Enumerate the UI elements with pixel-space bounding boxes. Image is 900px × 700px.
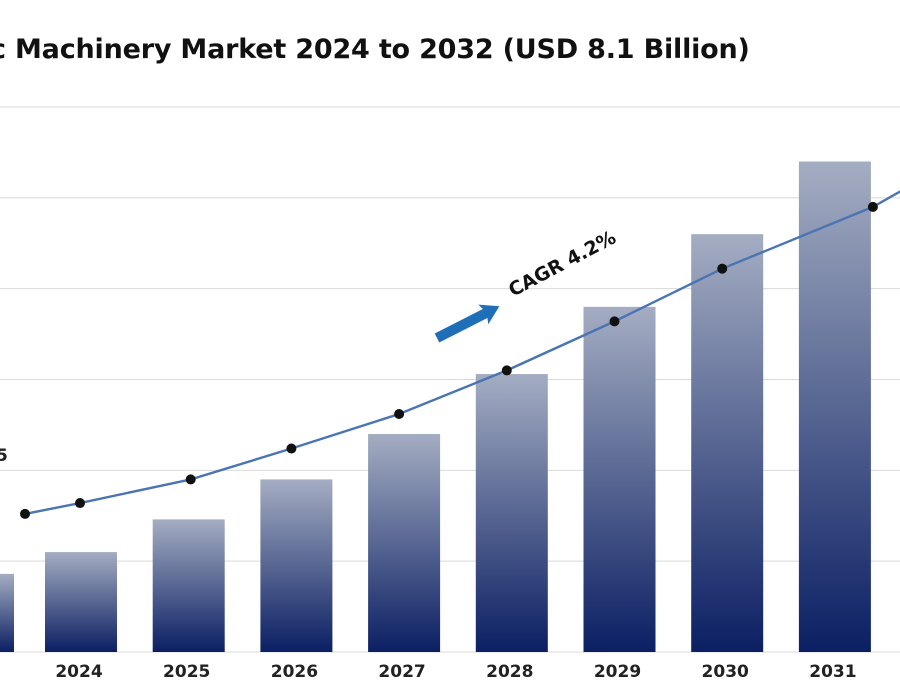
x-tick-label: 2031 [809,662,856,682]
bar-2030 [691,234,764,652]
x-tick-label: 2028 [486,662,533,682]
trend-line-group [20,190,900,519]
bar-2029 [583,306,656,652]
trend-point [501,365,512,376]
gridlines [0,106,900,653]
trend-point [609,316,620,327]
cagr-label: CAGR 4.2% [505,227,620,302]
trend-line [24,190,900,516]
bar-2028 [475,374,548,652]
trend-point [717,263,728,274]
partial-value-label: 5 [0,446,8,466]
bar-2025 [152,519,225,652]
bars [0,161,871,652]
trend-point [75,498,85,509]
x-axis-tick-labels: 2024 2025 2026 2027 2028 2029 2030 2031 [55,662,856,682]
chart-title: c Machinery Market 2024 to 2032 (USD 8.1… [0,34,750,65]
bar-2026 [260,479,333,652]
bar-partial-left [0,573,14,652]
trend-point [20,508,30,519]
x-tick-label: 2025 [163,662,210,682]
x-tick-label: 2027 [378,662,425,682]
trend-point [394,409,405,420]
bar-2024 [45,552,117,652]
cagr-arrow-icon [434,304,500,343]
bar-2027 [368,434,441,652]
x-tick-label: 2030 [702,662,749,682]
x-tick-label: 2026 [271,662,318,682]
trend-point [867,201,878,212]
trend-point [185,474,196,485]
trend-point [286,443,297,454]
bar-2031 [798,161,871,652]
x-tick-label: 2029 [594,662,641,682]
x-tick-label: 2024 [55,662,102,682]
